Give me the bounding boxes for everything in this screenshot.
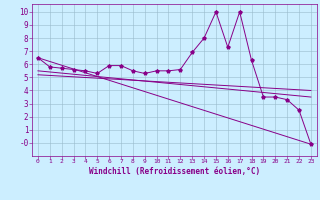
X-axis label: Windchill (Refroidissement éolien,°C): Windchill (Refroidissement éolien,°C) <box>89 167 260 176</box>
